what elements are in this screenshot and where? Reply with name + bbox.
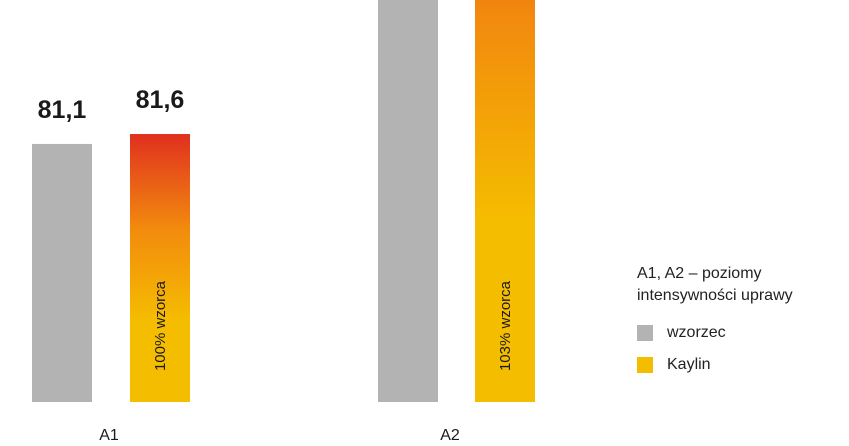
bar-annotation-a2: 103% wzorca	[497, 280, 514, 371]
value-label-kaylin-a1: 81,6	[136, 86, 185, 114]
bar-wzorzec-a1	[32, 143, 92, 402]
legend-label-wzorzec: wzorzec	[667, 324, 726, 341]
legend-swatch-wzorzec	[637, 325, 653, 341]
category-label-a2: A2	[440, 427, 460, 444]
legend-swatch-kaylin	[637, 357, 653, 373]
value-label-wzorzec-a1: 81,1	[38, 96, 87, 124]
category-label-a1: A1	[99, 427, 119, 444]
bar-kaylin-a2	[475, 0, 535, 402]
legend-note: A1, A2 – poziomy intensywności uprawy	[637, 265, 793, 304]
bar-kaylin-a1	[130, 134, 190, 402]
bar-annotation-a1: 100% wzorca	[152, 280, 169, 371]
legend-item-wzorzec: wzorzec	[637, 322, 849, 344]
legend-item-kaylin: Kaylin	[637, 354, 849, 376]
legend-label-kaylin: Kaylin	[667, 356, 711, 373]
legend: A1, A2 – poziomy intensywności uprawy wz…	[637, 263, 849, 386]
bar-wzorzec-a2	[378, 0, 438, 402]
